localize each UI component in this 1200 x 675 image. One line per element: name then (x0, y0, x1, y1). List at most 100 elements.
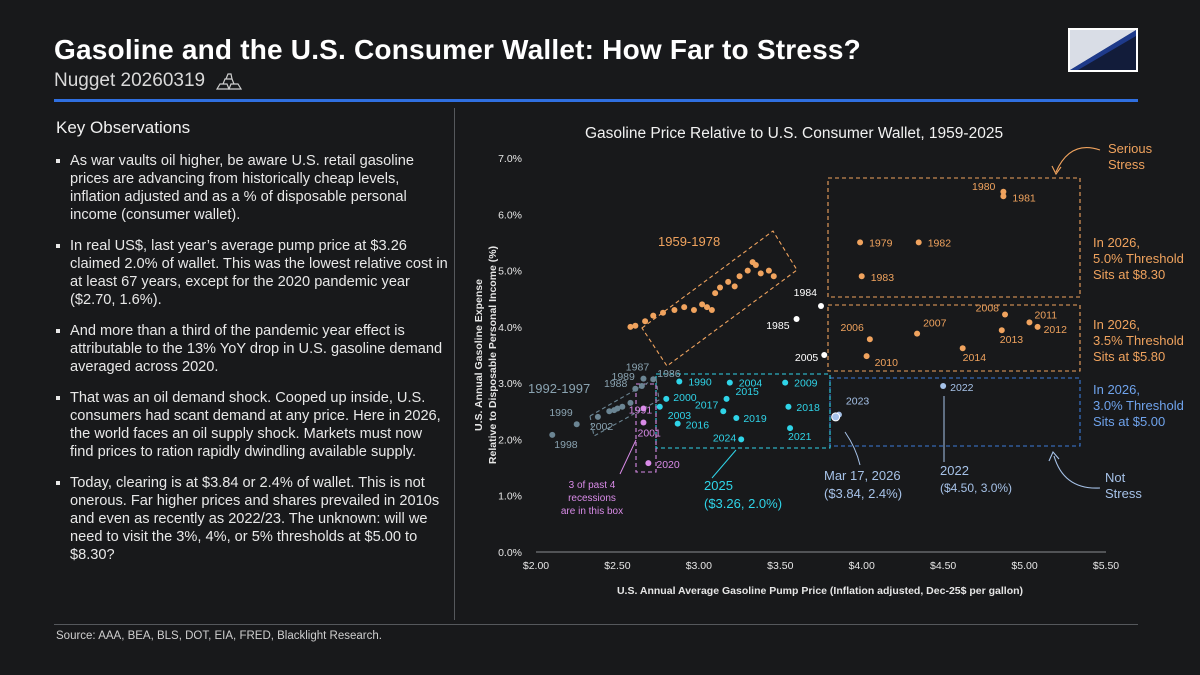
point-label: 2017 (695, 399, 719, 411)
data-point (863, 353, 870, 360)
y-axis-title-line-1: U.S. Annual Gasoline Expense (473, 279, 485, 431)
y-tick-label: 1.0% (498, 491, 522, 503)
data-point (940, 382, 947, 389)
highlight-boxes (589, 177, 1081, 473)
point-label: 1991 (629, 404, 653, 416)
data-point (866, 336, 873, 343)
elevated-box (827, 304, 1081, 372)
x-tick-label: $2.00 (523, 560, 549, 572)
serious-stress-arrow (1055, 147, 1101, 173)
point-label: 1999 (549, 407, 573, 419)
y-tick-label: 7.0% (498, 153, 522, 165)
point-label: 2009 (794, 378, 818, 390)
point-label: 1990 (688, 376, 712, 388)
point-label: 2010 (875, 357, 899, 369)
data-point (638, 382, 645, 389)
data-point (640, 405, 647, 412)
data-point (549, 431, 556, 438)
data-point (723, 395, 730, 402)
observations-heading: Key Observations (56, 118, 191, 137)
point-label: 2004 (739, 378, 763, 390)
data-point (632, 322, 639, 329)
data-point (640, 419, 647, 426)
point-label: 2012 (1044, 324, 1068, 336)
data-point (614, 405, 621, 412)
data-point (660, 309, 667, 316)
data-point (782, 379, 789, 386)
y-tick-label: 0.0% (498, 547, 522, 559)
data-point (738, 436, 745, 443)
data-point (744, 267, 751, 274)
panel-divider (454, 108, 455, 620)
point-label: 2022 (950, 382, 974, 394)
data-point (627, 323, 634, 330)
data-point (642, 318, 649, 325)
data-point (915, 239, 922, 246)
data-point (731, 283, 738, 290)
data-point (671, 306, 678, 313)
point-label: 2018 (796, 402, 820, 414)
data-point (650, 376, 657, 383)
data-point (821, 352, 828, 358)
point-label: 2013 (1000, 334, 1024, 346)
not-stress-line1: Not (1105, 470, 1126, 485)
source-note: Source: AAA, BEA, BLS, DOT, EIA, FRED, B… (56, 630, 382, 642)
subtitle-text: Nugget 20260319 (54, 70, 206, 91)
x-tick-label: $3.00 (686, 560, 712, 572)
point-label: 2006 (840, 322, 864, 334)
data-point (770, 273, 777, 280)
y-tick-label: 5.0% (498, 266, 522, 278)
data-point (690, 306, 697, 313)
point-label: 2007 (923, 318, 947, 330)
data-point (831, 412, 841, 422)
threshold-3-line3: Sits at $5.00 (1093, 414, 1165, 429)
point-label: 2015 (736, 386, 760, 398)
data-point (676, 378, 683, 385)
threshold-35-line2: 3.5% Threshold (1093, 333, 1184, 348)
callout-2022-value: ($4.50, 3.0%) (940, 481, 1012, 495)
point-label: 1980 (972, 181, 996, 193)
point-label: 1989 (611, 371, 635, 383)
y-axis-title-line-2: Relative to Disposable Personal Income (… (487, 246, 499, 464)
point-label: 2020 (656, 459, 680, 471)
data-point (717, 284, 724, 291)
callout-mar2026-title: Mar 17, 2026 (824, 468, 901, 483)
data-point (573, 421, 580, 428)
data-point (1000, 188, 1007, 195)
threshold-3-line1: In 2026, (1093, 382, 1140, 397)
not-stress-arrow (1053, 455, 1101, 489)
observations-list: As war vaults oil higher, be aware U.S. … (56, 152, 448, 577)
page-subtitle: Nugget 20260319 (54, 70, 243, 92)
callout-mar2026-value: ($3.84, 2.4%) (824, 486, 902, 501)
data-point (619, 403, 626, 410)
data-point (914, 330, 921, 337)
data-point (725, 278, 732, 285)
x-tick-label: $4.00 (849, 560, 875, 572)
data-point (1026, 319, 1033, 326)
gold-bars-icon (216, 73, 243, 90)
data-points: 1980 1981 1979 1982 1983 2006 2007 2008 2010 2011… (549, 181, 1067, 471)
point-label: 2001 (637, 428, 661, 440)
data-point (708, 306, 715, 313)
x-tick-label: $3.50 (767, 560, 793, 572)
data-point (858, 273, 865, 280)
observation-item: Today, clearing is at $3.84 or 2.4% of w… (56, 474, 448, 564)
threshold-35-line3: Sits at $5.80 (1093, 349, 1165, 364)
data-point (1034, 323, 1041, 330)
callout-2025-value: ($3.26, 2.0%) (704, 496, 782, 511)
serious-stress-box (827, 177, 1081, 298)
data-point (787, 425, 794, 432)
data-point (1002, 311, 1009, 318)
data-point (712, 290, 719, 297)
serious-stress-line1: Serious (1108, 141, 1153, 156)
point-label: 2016 (686, 420, 710, 432)
data-point (632, 385, 639, 392)
observation-item: That was an oil demand shock. Cooped up … (56, 389, 448, 461)
recession-note-3: are in this box (561, 506, 623, 517)
point-label: 1985 (766, 320, 790, 332)
data-point (1000, 193, 1007, 200)
threshold-5-line2: 5.0% Threshold (1093, 251, 1184, 266)
box-label-1992-1997: 1992-1997 (528, 381, 590, 396)
data-point (793, 315, 800, 322)
y-tick-label: 3.0% (498, 378, 522, 390)
